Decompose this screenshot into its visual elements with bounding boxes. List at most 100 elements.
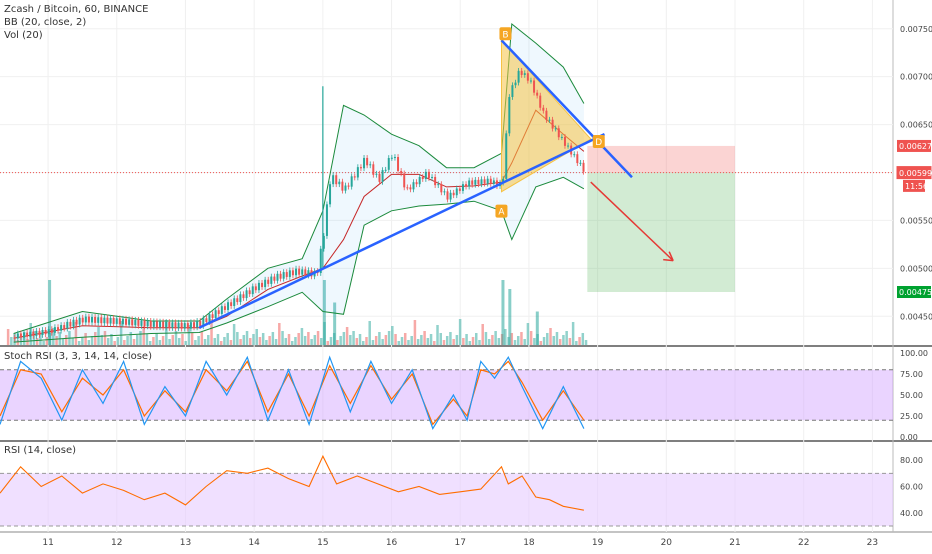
pattern-point-b-badge[interactable]	[499, 27, 512, 41]
price-candle	[121, 318, 124, 325]
volume-bar	[258, 337, 262, 345]
lower-trendline[interactable]	[198, 133, 606, 329]
price-candle	[223, 306, 226, 310]
stoch-axis-tick: 50.00	[900, 391, 923, 400]
rsi-axis-tick: 40.00	[900, 509, 923, 518]
upper-trendline[interactable]	[500, 39, 633, 179]
pattern-point-d-label: D	[595, 138, 602, 148]
volume-bar	[171, 335, 175, 345]
volume-bar	[342, 332, 346, 345]
volume-bar	[455, 335, 459, 345]
price-candle	[84, 316, 87, 323]
price-candle	[298, 268, 301, 275]
price-candle	[174, 322, 177, 329]
price-candle	[437, 184, 440, 186]
volume-bar	[407, 340, 410, 345]
volume-bar	[55, 336, 58, 345]
short-position-risk-zone[interactable]	[587, 145, 736, 173]
price-candle	[378, 173, 381, 182]
volume-bar	[539, 341, 543, 345]
price-candle	[100, 317, 103, 324]
stop-level-badge-text: 0.006277	[899, 142, 932, 151]
volume-bar	[410, 336, 413, 345]
price-candle	[13, 337, 16, 339]
price-candle	[548, 119, 551, 121]
volume-bar	[219, 341, 223, 345]
volume-bar	[197, 336, 200, 345]
volume-bar	[394, 334, 397, 345]
price-candle	[322, 235, 325, 249]
price-candle	[115, 318, 118, 324]
last-price-badge-text: 0.005996	[899, 169, 932, 178]
price-candle	[508, 96, 511, 134]
volume-bar	[307, 332, 310, 345]
rsi-axis-tick: 60.00	[900, 483, 923, 492]
price-candle	[91, 316, 94, 323]
volume-bar	[371, 340, 375, 345]
volume-bar	[116, 337, 120, 345]
price-candle	[251, 286, 254, 295]
pattern-point-a-label: A	[498, 208, 505, 218]
volume-bar	[245, 331, 249, 345]
price-candle	[563, 136, 566, 146]
volume-bar	[148, 341, 152, 345]
volume-bar	[423, 331, 426, 345]
bollinger-fill	[13, 24, 584, 343]
volume-bar	[278, 323, 281, 345]
price-candle	[363, 157, 366, 169]
volume-bar	[365, 337, 368, 345]
rsi-band	[0, 473, 893, 526]
price-candle	[57, 327, 60, 331]
price-candle	[186, 323, 189, 329]
volume-bar	[158, 340, 162, 345]
price-candle	[118, 318, 121, 325]
price-candle	[579, 162, 582, 164]
short-position-reward-zone[interactable]	[587, 172, 736, 293]
volume-bar	[161, 336, 165, 345]
pattern-point-d-badge[interactable]	[592, 134, 605, 148]
volume-bar	[136, 335, 139, 345]
volume-bar	[100, 335, 103, 345]
pattern-point-a-badge[interactable]	[495, 204, 508, 218]
volume-bar	[439, 333, 442, 345]
price-candle	[183, 323, 186, 329]
volume-bar	[200, 332, 204, 345]
volume-bar	[526, 323, 530, 345]
price-candle	[582, 162, 585, 172]
bollinger-basis	[13, 109, 585, 339]
volume-bar	[281, 331, 284, 345]
volume-bar	[478, 340, 481, 345]
volume-bar	[142, 326, 145, 345]
price-candle	[159, 321, 162, 328]
main-legend-title: Zcash / Bitcoin, 60, BINANCE	[4, 4, 148, 15]
volume-bar	[452, 339, 455, 345]
price-candle	[307, 270, 310, 276]
price-candle	[205, 318, 208, 322]
price-candle	[60, 325, 63, 331]
price-candle	[47, 329, 50, 335]
volume-bar	[300, 328, 304, 345]
volume-bar	[316, 331, 320, 345]
price-candle	[264, 279, 267, 288]
price-candle	[567, 145, 570, 147]
price-candle	[325, 204, 328, 236]
volume-bar	[449, 332, 452, 345]
price-candle	[26, 332, 29, 337]
volume-bar	[268, 336, 271, 345]
price-candle	[248, 290, 251, 295]
projection-arrow-line[interactable]	[590, 181, 674, 262]
price-candle	[332, 175, 335, 185]
volume-bar	[420, 335, 423, 345]
volume-bar	[274, 339, 278, 345]
price-candle	[32, 331, 35, 336]
volume-bar	[339, 336, 342, 345]
volume-bar	[297, 333, 300, 345]
price-candle	[189, 322, 192, 329]
volume-bar	[287, 334, 291, 345]
volume-bar	[210, 319, 213, 345]
volume-bar	[74, 322, 78, 345]
stop-level-badge	[897, 139, 931, 152]
